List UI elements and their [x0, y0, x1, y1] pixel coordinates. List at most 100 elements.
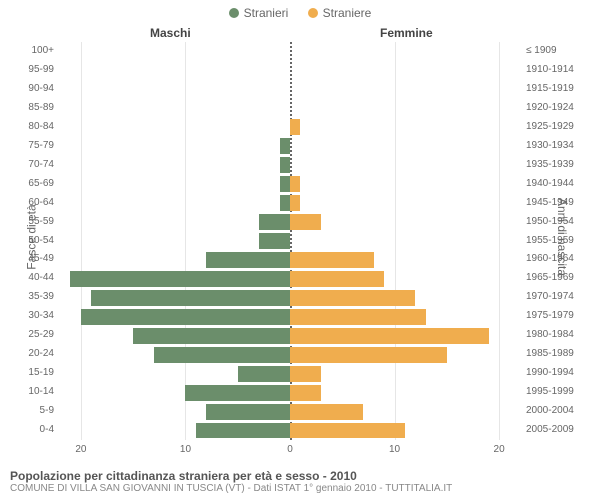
bar-male [91, 290, 290, 306]
x-tick-label: 20 [494, 444, 505, 455]
chart-title: Popolazione per cittadinanza straniera p… [10, 469, 590, 483]
pyramid-row: 0-42005-2009 [60, 421, 520, 440]
birth-year-label: 1935-1939 [520, 159, 574, 170]
chart-footer: Popolazione per cittadinanza straniera p… [10, 469, 590, 494]
bar-female [290, 195, 300, 211]
bar-male [206, 252, 290, 268]
pyramid-row: 25-291980-1984 [60, 326, 520, 345]
birth-year-label: 1945-1949 [520, 197, 574, 208]
birth-year-label: 1920-1924 [520, 102, 574, 113]
bar-female [290, 366, 321, 382]
bar-male [259, 214, 290, 230]
x-tick-label: 10 [389, 444, 400, 455]
bar-female [290, 214, 321, 230]
column-header-female: Femmine [380, 26, 433, 40]
birth-year-label: 2000-2004 [520, 405, 574, 416]
pyramid-row: 15-191990-1994 [60, 364, 520, 383]
birth-year-label: 1985-1989 [520, 348, 574, 359]
bar-female [290, 423, 405, 439]
birth-year-label: 1930-1934 [520, 140, 574, 151]
bar-male [280, 138, 290, 154]
bar-male [196, 423, 290, 439]
bar-male [280, 195, 290, 211]
pyramid-row: 45-491960-1964 [60, 250, 520, 269]
pyramid-row: 10-141995-1999 [60, 383, 520, 402]
age-label: 100+ [31, 45, 60, 56]
birth-year-label: 1970-1974 [520, 291, 574, 302]
age-label: 15-19 [28, 367, 60, 378]
age-label: 0-4 [40, 424, 60, 435]
bar-female [290, 252, 374, 268]
x-tick-label: 10 [180, 444, 191, 455]
age-label: 65-69 [28, 178, 60, 189]
age-label: 95-99 [28, 64, 60, 75]
age-label: 90-94 [28, 83, 60, 94]
bar-male [185, 385, 290, 401]
bar-male [206, 404, 290, 420]
birth-year-label: 1995-1999 [520, 386, 574, 397]
age-label: 35-39 [28, 291, 60, 302]
column-header-male: Maschi [150, 26, 191, 40]
age-label: 80-84 [28, 121, 60, 132]
birth-year-label: 1960-1964 [520, 253, 574, 264]
bar-male [133, 328, 290, 344]
age-label: 10-14 [28, 386, 60, 397]
legend-item-female: Straniere [308, 6, 372, 20]
legend-item-male: Stranieri [229, 6, 289, 20]
age-label: 5-9 [40, 405, 60, 416]
chart-subtitle: COMUNE DI VILLA SAN GIOVANNI IN TUSCIA (… [10, 483, 590, 494]
pyramid-row: 60-641945-1949 [60, 194, 520, 213]
pyramid-row: 5-92000-2004 [60, 402, 520, 421]
bar-male [238, 366, 290, 382]
population-pyramid-chart: Stranieri Straniere Maschi Femmine Fasce… [0, 0, 600, 500]
bar-male [280, 176, 290, 192]
bar-female [290, 385, 321, 401]
pyramid-row: 55-591950-1954 [60, 213, 520, 232]
bar-female [290, 290, 415, 306]
bar-female [290, 176, 300, 192]
pyramid-row: 90-941915-1919 [60, 80, 520, 99]
age-label: 20-24 [28, 348, 60, 359]
bar-male [81, 309, 290, 325]
birth-year-label: 2005-2009 [520, 424, 574, 435]
pyramid-row: 40-441965-1969 [60, 269, 520, 288]
pyramid-row: 20-241985-1989 [60, 345, 520, 364]
bar-female [290, 347, 447, 363]
age-label: 60-64 [28, 197, 60, 208]
birth-year-label: 1955-1959 [520, 235, 574, 246]
pyramid-row: 80-841925-1929 [60, 118, 520, 137]
legend-label-male: Stranieri [244, 6, 289, 20]
bar-female [290, 328, 489, 344]
pyramid-row: 70-741935-1939 [60, 156, 520, 175]
pyramid-row: 100+≤ 1909 [60, 42, 520, 61]
bar-female [290, 404, 363, 420]
birth-year-label: 1975-1979 [520, 310, 574, 321]
birth-year-label: 1950-1954 [520, 216, 574, 227]
birth-year-label: 1915-1919 [520, 83, 574, 94]
legend: Stranieri Straniere [0, 6, 600, 21]
bar-female [290, 119, 300, 135]
bar-male [280, 157, 290, 173]
age-label: 70-74 [28, 159, 60, 170]
age-label: 30-34 [28, 310, 60, 321]
pyramid-row: 65-691940-1944 [60, 175, 520, 194]
age-label: 25-29 [28, 329, 60, 340]
birth-year-label: ≤ 1909 [520, 45, 557, 56]
legend-swatch-female [308, 8, 318, 18]
pyramid-row: 75-791930-1934 [60, 137, 520, 156]
birth-year-label: 1990-1994 [520, 367, 574, 378]
birth-year-label: 1910-1914 [520, 64, 574, 75]
age-label: 75-79 [28, 140, 60, 151]
pyramid-row: 35-391970-1974 [60, 288, 520, 307]
age-label: 45-49 [28, 253, 60, 264]
pyramid-row: 85-891920-1924 [60, 99, 520, 118]
birth-year-label: 1940-1944 [520, 178, 574, 189]
age-label: 85-89 [28, 102, 60, 113]
bar-male [70, 271, 290, 287]
birth-year-label: 1980-1984 [520, 329, 574, 340]
pyramid-row: 50-541955-1959 [60, 232, 520, 251]
pyramid-row: 30-341975-1979 [60, 307, 520, 326]
bar-female [290, 309, 426, 325]
x-tick-label: 20 [75, 444, 86, 455]
birth-year-label: 1925-1929 [520, 121, 574, 132]
